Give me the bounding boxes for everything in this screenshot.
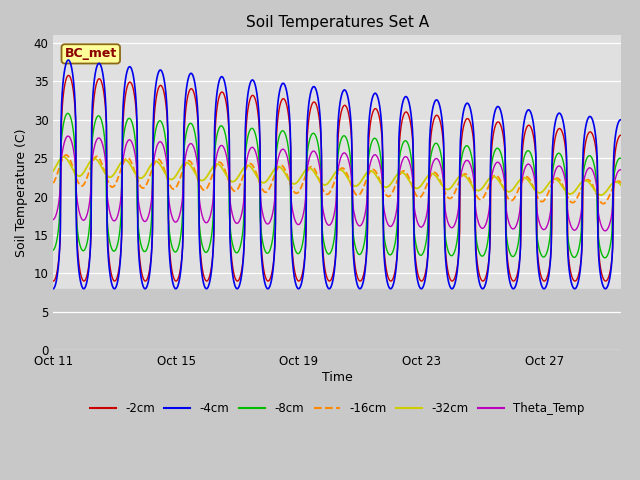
X-axis label: Time: Time xyxy=(322,371,353,384)
Title: Soil Temperatures Set A: Soil Temperatures Set A xyxy=(246,15,429,30)
Bar xyxy=(53,289,621,350)
Legend: -2cm, -4cm, -8cm, -16cm, -32cm, Theta_Temp: -2cm, -4cm, -8cm, -16cm, -32cm, Theta_Te… xyxy=(85,397,589,420)
Text: BC_met: BC_met xyxy=(65,48,117,60)
Y-axis label: Soil Temperature (C): Soil Temperature (C) xyxy=(15,129,28,257)
